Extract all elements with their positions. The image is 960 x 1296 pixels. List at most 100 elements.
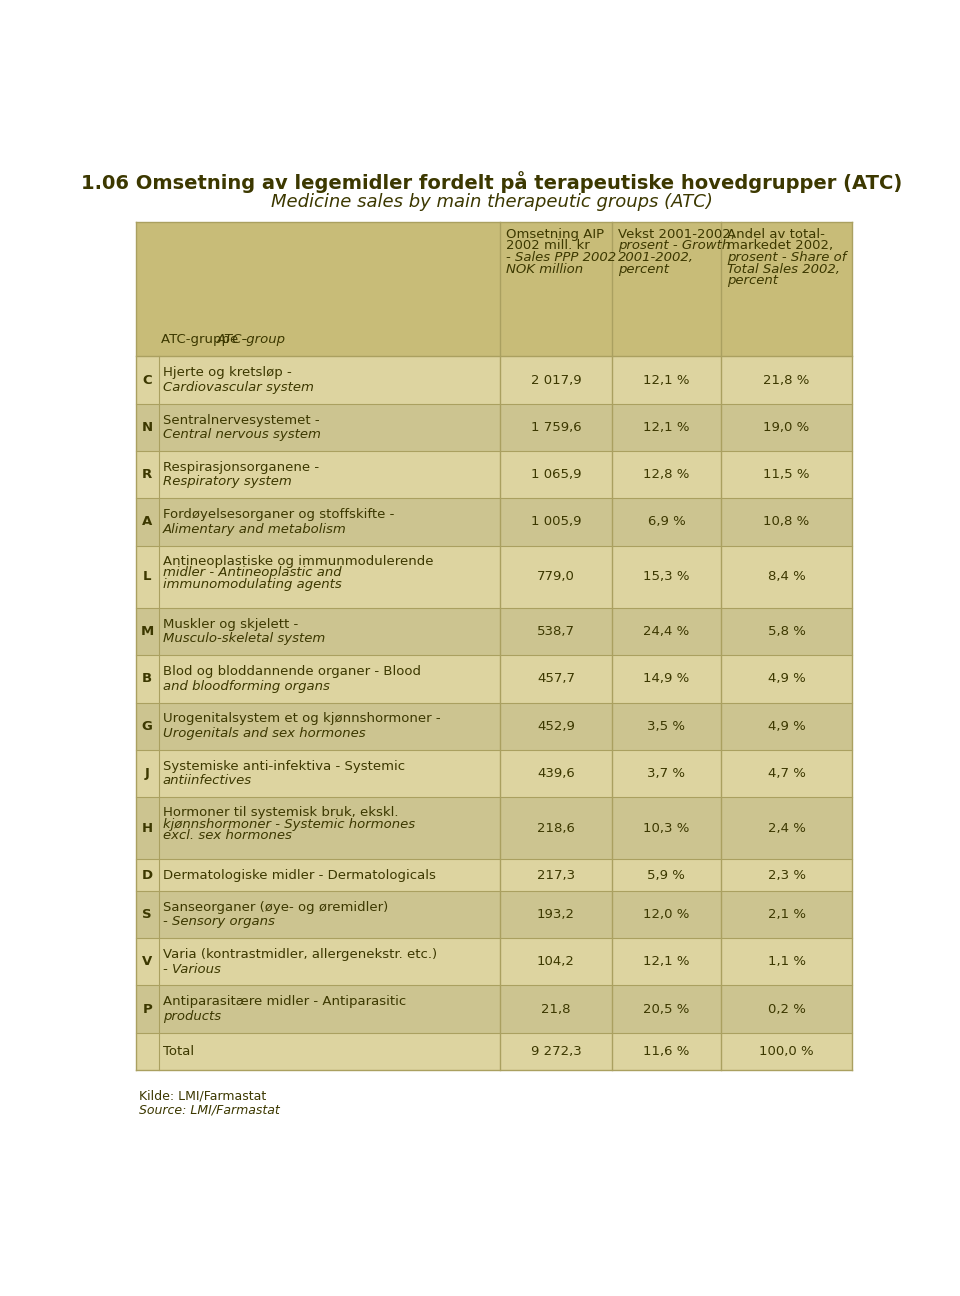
Bar: [135, 859, 852, 890]
Text: Omsetning AIP: Omsetning AIP: [506, 228, 604, 241]
Text: H: H: [141, 822, 153, 835]
Text: Alimentary and metabolism: Alimentary and metabolism: [162, 522, 347, 535]
Text: 104,2: 104,2: [537, 955, 575, 968]
Text: 15,3 %: 15,3 %: [643, 570, 689, 583]
Text: 1 065,9: 1 065,9: [531, 468, 581, 481]
Text: 3,7 %: 3,7 %: [647, 767, 685, 780]
Text: 193,2: 193,2: [537, 908, 575, 921]
Text: 21,8 %: 21,8 %: [763, 373, 809, 386]
Text: percent: percent: [618, 263, 669, 276]
Text: Respirasjonsorganene -: Respirasjonsorganene -: [162, 461, 319, 474]
Bar: [135, 499, 852, 546]
Text: immunomodulating agents: immunomodulating agents: [162, 578, 342, 591]
Text: percent: percent: [727, 273, 778, 288]
Text: Urogenitalsystem et og kjønnshormoner -: Urogenitalsystem et og kjønnshormoner -: [162, 713, 441, 726]
Text: Andel av total-: Andel av total-: [727, 228, 825, 241]
Bar: [135, 356, 852, 404]
Text: ATC-gruppe -: ATC-gruppe -: [161, 333, 252, 346]
Bar: [135, 797, 852, 859]
Text: Vekst 2001-2002,: Vekst 2001-2002,: [618, 228, 735, 241]
Text: 2,3 %: 2,3 %: [767, 868, 805, 881]
Text: Antiparasitære midler - Antiparasitic: Antiparasitære midler - Antiparasitic: [162, 995, 406, 1008]
Text: 4,9 %: 4,9 %: [768, 673, 805, 686]
Text: excl. sex hormones: excl. sex hormones: [162, 829, 292, 842]
Text: 452,9: 452,9: [537, 719, 575, 732]
Text: - Sales PPP 2002: - Sales PPP 2002: [506, 251, 616, 264]
Bar: [135, 546, 852, 608]
Text: A: A: [142, 516, 153, 529]
Text: 11,6 %: 11,6 %: [643, 1045, 689, 1058]
Text: 14,9 %: 14,9 %: [643, 673, 689, 686]
Text: antiinfectives: antiinfectives: [162, 774, 252, 787]
Text: 5,9 %: 5,9 %: [647, 868, 685, 881]
Text: 12,0 %: 12,0 %: [643, 908, 689, 921]
Text: ATC-group: ATC-group: [217, 333, 286, 346]
Text: Dermatologiske midler - Dermatologicals: Dermatologiske midler - Dermatologicals: [162, 868, 436, 881]
Text: 779,0: 779,0: [537, 570, 575, 583]
Text: 1.06 Omsetning av legemidler fordelt på terapeutiske hovedgrupper (ATC): 1.06 Omsetning av legemidler fordelt på …: [82, 171, 902, 193]
Text: 4,7 %: 4,7 %: [768, 767, 805, 780]
Text: P: P: [142, 1003, 152, 1016]
Text: 11,5 %: 11,5 %: [763, 468, 809, 481]
Bar: [135, 656, 852, 702]
Text: 2,1 %: 2,1 %: [767, 908, 805, 921]
Text: Hormoner til systemisk bruk, ekskl.: Hormoner til systemisk bruk, ekskl.: [162, 806, 398, 819]
Text: N: N: [141, 421, 153, 434]
Text: and bloodforming organs: and bloodforming organs: [162, 679, 329, 692]
Text: kjønnshormoner - Systemic hormones: kjønnshormoner - Systemic hormones: [162, 818, 415, 831]
Bar: [135, 404, 852, 451]
Text: 100,0 %: 100,0 %: [759, 1045, 814, 1058]
Text: Respiratory system: Respiratory system: [162, 476, 292, 489]
Text: 12,1 %: 12,1 %: [643, 955, 689, 968]
Text: Total: Total: [162, 1045, 194, 1058]
Text: 3,5 %: 3,5 %: [647, 719, 685, 732]
Text: 12,1 %: 12,1 %: [643, 373, 689, 386]
Text: 2002 mill. kr: 2002 mill. kr: [506, 240, 589, 253]
Text: 2 017,9: 2 017,9: [531, 373, 581, 386]
Text: 12,8 %: 12,8 %: [643, 468, 689, 481]
Text: Cardiovascular system: Cardiovascular system: [162, 381, 314, 394]
Text: S: S: [142, 908, 152, 921]
Text: 10,8 %: 10,8 %: [763, 516, 809, 529]
Text: Kilde: LMI/Farmastat: Kilde: LMI/Farmastat: [139, 1090, 267, 1103]
Text: Central nervous system: Central nervous system: [162, 428, 321, 441]
Text: V: V: [142, 955, 153, 968]
Text: B: B: [142, 673, 153, 686]
Text: 538,7: 538,7: [537, 625, 575, 638]
Bar: [135, 890, 852, 938]
Text: 217,3: 217,3: [537, 868, 575, 881]
Text: 439,6: 439,6: [537, 767, 575, 780]
Text: products: products: [162, 1010, 221, 1023]
Text: Medicine sales by main therapeutic groups (ATC): Medicine sales by main therapeutic group…: [271, 193, 713, 211]
Text: D: D: [141, 868, 153, 881]
Text: 457,7: 457,7: [537, 673, 575, 686]
Text: Blod og bloddannende organer - Blood: Blod og bloddannende organer - Blood: [162, 665, 420, 678]
Text: 0,2 %: 0,2 %: [768, 1003, 805, 1016]
Text: Source: LMI/Farmastat: Source: LMI/Farmastat: [139, 1103, 280, 1116]
Bar: [135, 702, 852, 750]
Text: prosent - Growth: prosent - Growth: [618, 240, 731, 253]
Text: Sentralnervesystemet -: Sentralnervesystemet -: [162, 413, 320, 426]
Bar: [135, 451, 852, 499]
Text: Antineoplastiske og immunmodulerende: Antineoplastiske og immunmodulerende: [162, 555, 433, 568]
Bar: [135, 750, 852, 797]
Bar: [135, 1033, 852, 1070]
Text: 9 272,3: 9 272,3: [531, 1045, 582, 1058]
Bar: [135, 222, 852, 356]
Text: 10,3 %: 10,3 %: [643, 822, 689, 835]
Text: G: G: [142, 719, 153, 732]
Text: R: R: [142, 468, 153, 481]
Text: Fordøyelsesorganer og stoffskifte -: Fordøyelsesorganer og stoffskifte -: [162, 508, 394, 521]
Text: Systemiske anti-infektiva - Systemic: Systemiske anti-infektiva - Systemic: [162, 759, 405, 772]
Text: Sanseorganer (øye- og øremidler): Sanseorganer (øye- og øremidler): [162, 901, 388, 914]
Text: 1,1 %: 1,1 %: [767, 955, 805, 968]
Text: 8,4 %: 8,4 %: [768, 570, 805, 583]
Text: NOK million: NOK million: [506, 263, 583, 276]
Text: C: C: [142, 373, 152, 386]
Text: 19,0 %: 19,0 %: [763, 421, 809, 434]
Text: Varia (kontrastmidler, allergenekstr. etc.): Varia (kontrastmidler, allergenekstr. et…: [162, 949, 437, 962]
Text: markedet 2002,: markedet 2002,: [727, 240, 833, 253]
Text: 1 005,9: 1 005,9: [531, 516, 581, 529]
Text: 1 759,6: 1 759,6: [531, 421, 581, 434]
Text: 218,6: 218,6: [537, 822, 575, 835]
